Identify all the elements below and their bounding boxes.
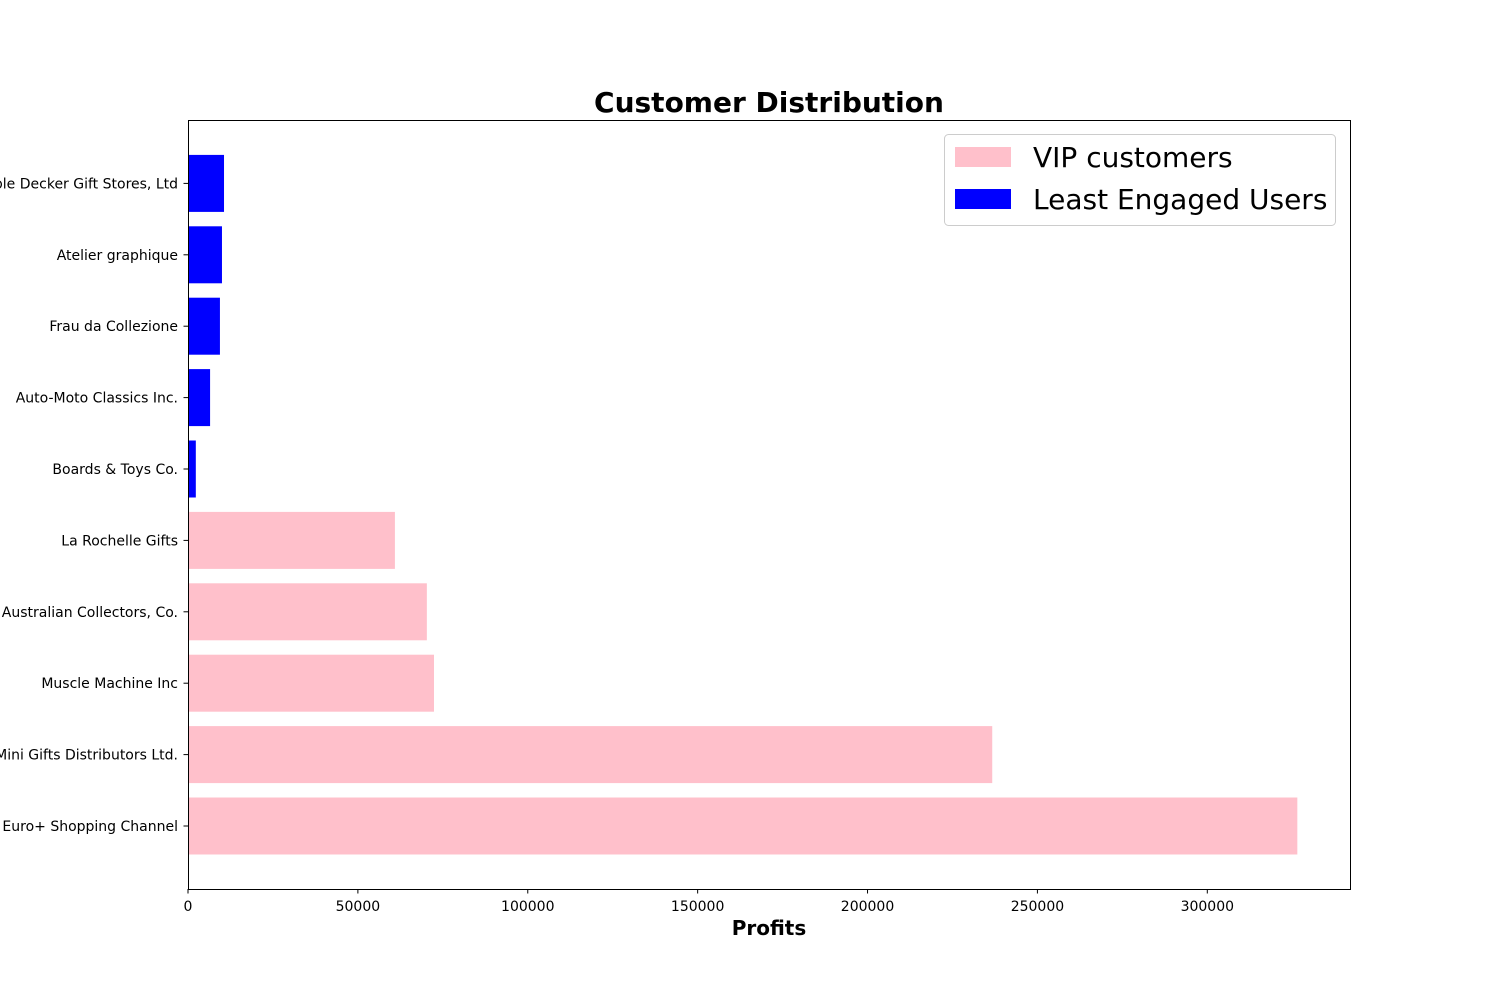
y-tick-label: Double Decker Gift Stores, Ltd	[0, 176, 178, 192]
chart-title: Customer Distribution	[594, 86, 944, 119]
x-tick-label: 50000	[336, 899, 381, 915]
x-tick-label: 200000	[841, 899, 894, 915]
plot-frame	[188, 120, 1351, 890]
legend-swatch-least-engaged	[955, 189, 1011, 209]
bar-muscle-machine-inc	[188, 654, 434, 712]
y-tick-label: Muscle Machine Inc	[41, 676, 178, 692]
y-tick-label: Australian Collectors, Co.	[2, 605, 178, 621]
y-tick-label: Euro+ Shopping Channel	[2, 819, 178, 835]
bar-boards-toys-co	[188, 440, 196, 498]
x-tick-label: 0	[184, 899, 193, 915]
legend: VIP customers Least Engaged Users	[944, 134, 1336, 226]
y-tick-label: Auto-Moto Classics Inc.	[16, 391, 178, 407]
x-axis-label: Profits	[732, 916, 807, 940]
y-tick-label: La Rochelle Gifts	[61, 533, 178, 549]
bar-euro-shopping-channel	[188, 797, 1298, 855]
y-tick-label: Frau da Collezione	[49, 319, 178, 335]
bar-frau-da-collezione	[188, 297, 220, 355]
x-tick-label: 150000	[671, 899, 724, 915]
y-tick-label: Boards & Toys Co.	[52, 462, 178, 478]
y-axis: Euro+ Shopping Channel Mini Gifts Distrib…	[0, 176, 188, 835]
y-tick-label: Atelier graphique	[57, 248, 178, 264]
bar-atelier-graphique	[188, 226, 222, 284]
legend-label-least-engaged: Least Engaged Users	[1033, 183, 1327, 216]
legend-box	[944, 134, 1336, 226]
bar-auto-moto-classics-inc	[188, 369, 211, 427]
bar-australian-collectors-co	[188, 583, 427, 641]
bar-la-rochelle-gifts	[188, 511, 395, 569]
x-tick-label: 300000	[1181, 899, 1234, 915]
bar-mini-gifts-distributors-ltd	[188, 726, 993, 784]
legend-swatch-vip	[955, 147, 1011, 167]
x-tick-label: 250000	[1011, 899, 1064, 915]
bars-layer	[188, 154, 1298, 855]
x-tick-label: 100000	[501, 899, 554, 915]
legend-label-vip: VIP customers	[1033, 141, 1233, 174]
y-tick-label: Mini Gifts Distributors Ltd.	[0, 748, 178, 764]
x-axis: 0 50000 100000 150000 200000 250000 300000	[184, 889, 1234, 915]
bar-double-decker-gift-stores-ltd	[188, 154, 225, 212]
